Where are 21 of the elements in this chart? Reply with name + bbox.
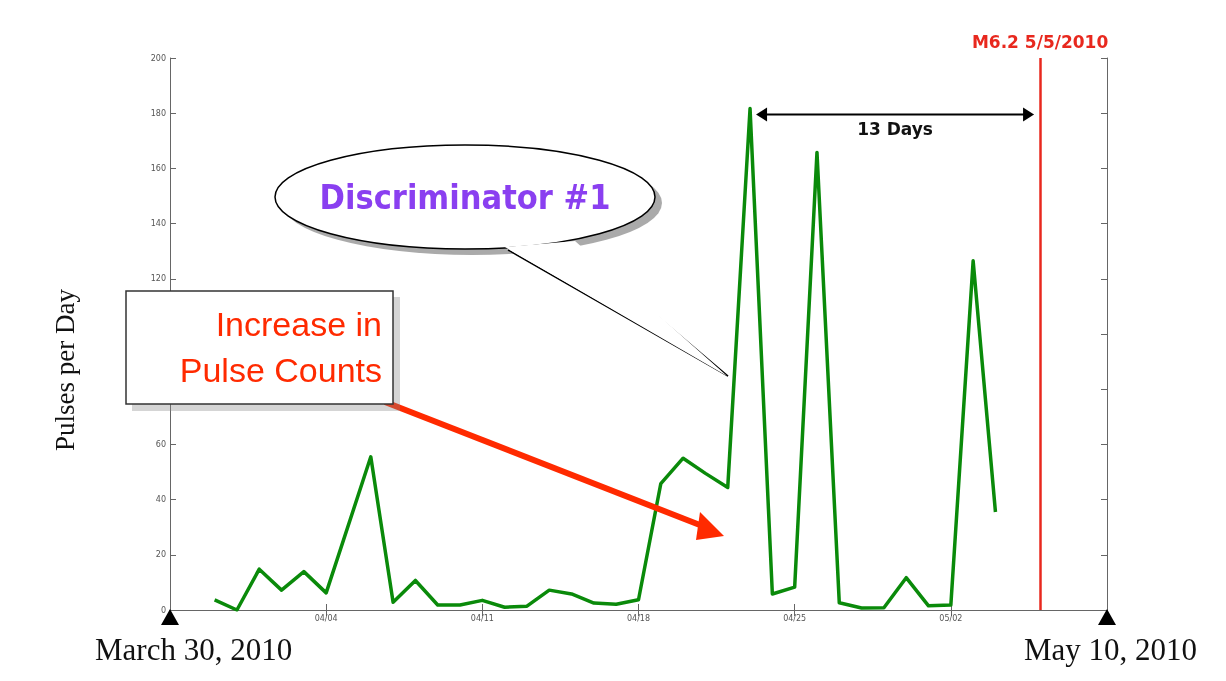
- x-tick-label: 04/25: [783, 613, 807, 623]
- ref-line-label: M6.2 5/5/2010: [971, 31, 1109, 52]
- text: March 30, 2010: [95, 632, 293, 668]
- y-tick-label: 20: [155, 550, 166, 560]
- annotation: Increase in Pulse Counts: [178, 304, 382, 391]
- y-tick-label: 40: [155, 495, 166, 505]
- y-axis-title: Pulses per Day: [49, 289, 81, 451]
- x-tick-label: 04/18: [626, 613, 651, 623]
- x-tick-label: 04/04: [314, 613, 338, 623]
- annotation: Discriminator #1: [319, 177, 611, 217]
- text: May 10, 2010: [1024, 632, 1198, 668]
- x-tick-label: 05/02: [939, 613, 963, 623]
- y-tick-label: 160: [150, 163, 166, 173]
- annotation: 13 Days: [857, 118, 933, 139]
- y-tick-label: 60: [155, 439, 166, 449]
- y-tick-label: 120: [150, 274, 166, 284]
- x-tick-label: 04/11: [470, 613, 494, 623]
- y-tick-label: 200: [150, 53, 166, 63]
- y-tick-label: 0: [160, 605, 166, 615]
- y-tick-label: 140: [150, 219, 166, 229]
- y-tick-label: 180: [150, 108, 166, 118]
